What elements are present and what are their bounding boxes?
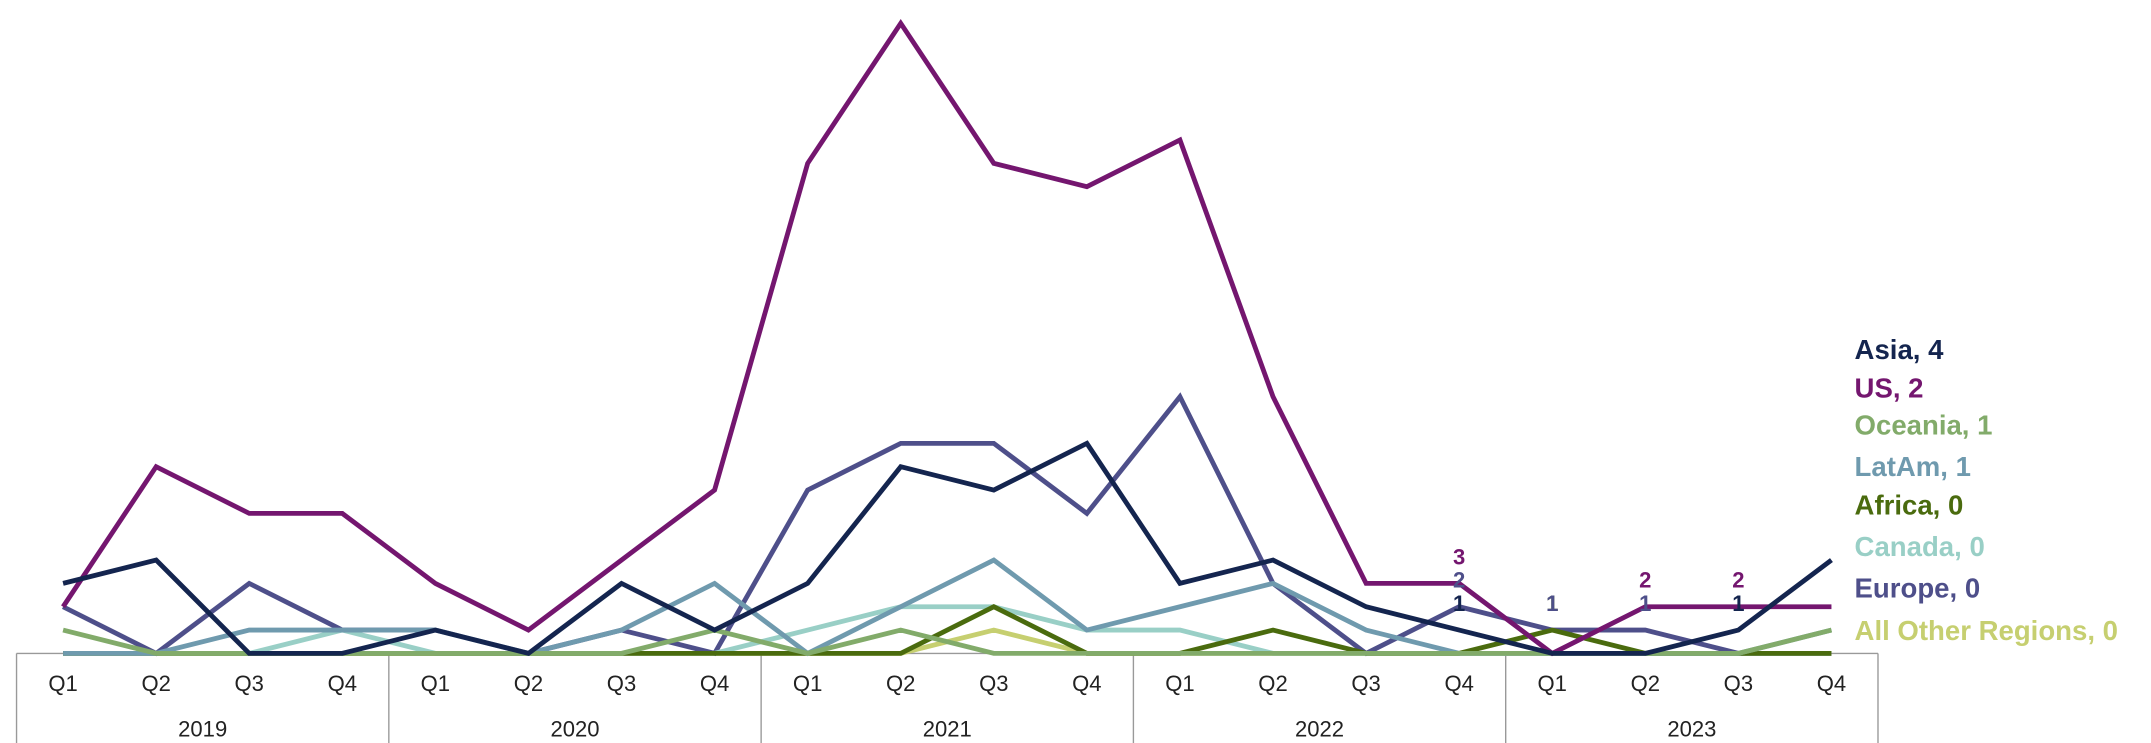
legend-entry: Europe, 0 bbox=[1855, 572, 1981, 603]
x-tick-label: Q1 bbox=[421, 671, 450, 696]
group-label: 2023 bbox=[1667, 716, 1716, 741]
group-label: 2020 bbox=[550, 716, 599, 741]
x-tick-label: Q3 bbox=[979, 671, 1008, 696]
legend: Asia, 4 US, 2 Oceania, 1 LatAm, 1 Africa, 0 C… bbox=[1855, 334, 2118, 646]
legend-entry: Oceania, 1 bbox=[1855, 410, 1993, 441]
x-tick-label: Q4 bbox=[700, 671, 729, 696]
x-tick-label: Q2 bbox=[1258, 671, 1287, 696]
data-label: 2 bbox=[1453, 568, 1465, 593]
x-tick-label: Q4 bbox=[328, 671, 357, 696]
x-tick-label: Q2 bbox=[141, 671, 170, 696]
series-line bbox=[62, 440, 1833, 657]
legend-entry: Africa, 0 bbox=[1855, 490, 1964, 521]
x-tick-label: Q2 bbox=[1631, 671, 1660, 696]
x-tick-label: Q3 bbox=[235, 671, 264, 696]
x-tick-label: Q4 bbox=[1444, 671, 1473, 696]
group-label: 2021 bbox=[923, 716, 972, 741]
legend-entry: LatAm, 1 bbox=[1855, 451, 1971, 482]
legend-entry: Canada, 0 bbox=[1855, 531, 1985, 562]
data-label: 2 bbox=[1732, 568, 1744, 593]
data-label: 2 bbox=[1639, 568, 1651, 593]
x-tick-label: Q4 bbox=[1817, 671, 1846, 696]
x-tick-label: Q3 bbox=[1724, 671, 1753, 696]
x-tick-label: Q1 bbox=[1165, 671, 1194, 696]
x-tick-label: Q2 bbox=[514, 671, 543, 696]
series-line bbox=[62, 392, 1832, 657]
series-line bbox=[61, 18, 1832, 657]
data-label: 3 bbox=[1453, 544, 1465, 569]
plot-area bbox=[61, 18, 1833, 657]
data-label: 1 bbox=[1546, 591, 1558, 616]
x-tick-label: Q4 bbox=[1072, 671, 1101, 696]
group-label: 2019 bbox=[178, 716, 227, 741]
x-tick-label: Q3 bbox=[1351, 671, 1380, 696]
legend-entry: US, 2 bbox=[1855, 372, 1924, 403]
data-label: 1 bbox=[1732, 591, 1744, 616]
legend-entry: All Other Regions, 0 bbox=[1855, 615, 2118, 646]
x-tick-label: Q3 bbox=[607, 671, 636, 696]
x-tick-label: Q1 bbox=[1538, 671, 1567, 696]
data-label: 1 bbox=[1546, 591, 1558, 616]
group-label: 2022 bbox=[1295, 716, 1344, 741]
x-tick-label: Q2 bbox=[886, 671, 915, 696]
x-tick-label: Q1 bbox=[793, 671, 822, 696]
data-label: 1 bbox=[1639, 591, 1651, 616]
data-label: 1 bbox=[1453, 591, 1465, 616]
category-axis: Q1 Q2 Q3 Q4 Q1 Q2 Q3 Q4 Q1 Q2 Q3 Q4 Q1 Q2 Q3 Q4 Q1 Q2 Q3 Q4… bbox=[15, 652, 1879, 743]
legend-entry: Asia, 4 bbox=[1855, 334, 1945, 365]
series-line bbox=[62, 627, 1833, 656]
x-tick-label: Q1 bbox=[48, 671, 77, 696]
